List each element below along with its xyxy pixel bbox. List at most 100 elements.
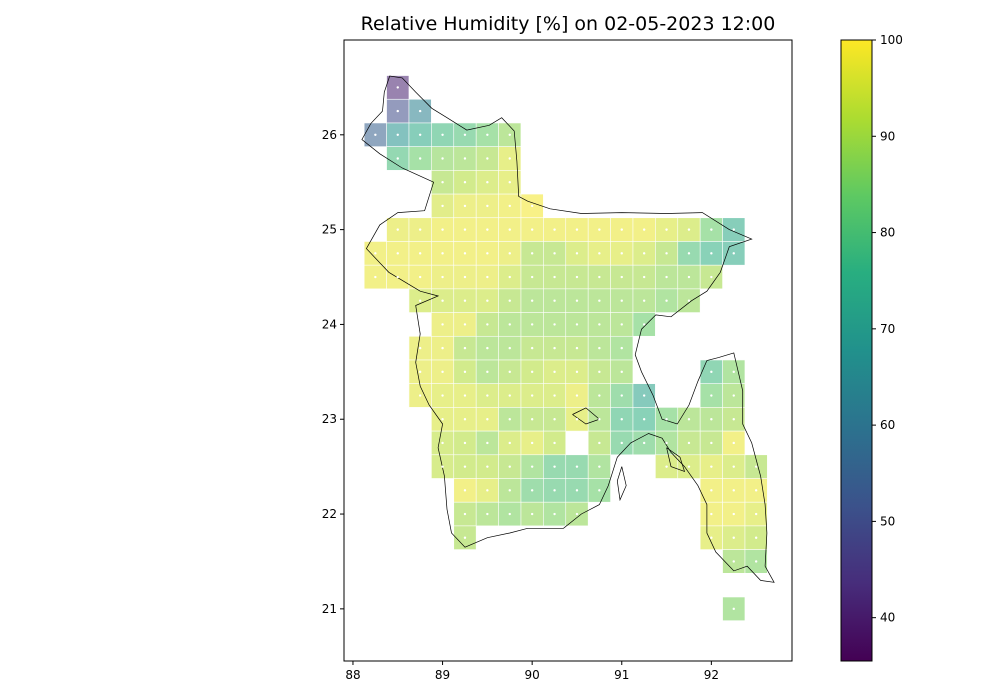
- grid-point: [710, 441, 713, 445]
- grid-point: [620, 394, 623, 397]
- grid-point: [710, 228, 713, 231]
- grid-point: [665, 299, 668, 302]
- grid-point: [620, 228, 623, 231]
- grid-point: [710, 465, 713, 468]
- grid-point: [508, 228, 511, 231]
- grid-point: [486, 252, 489, 255]
- grid-point: [553, 394, 556, 397]
- colorbar-frame: [840, 39, 873, 662]
- grid-point: [486, 346, 489, 350]
- grid-point: [687, 441, 691, 445]
- grid-point: [508, 370, 511, 374]
- grid-point: [553, 275, 556, 279]
- grid-point: [418, 370, 422, 374]
- grid-point: [486, 228, 489, 231]
- grid-point: [486, 465, 489, 468]
- colorbar-tick-label: 60: [880, 418, 895, 432]
- grid-point: [463, 394, 467, 397]
- grid-point: [508, 346, 511, 350]
- grid-point: [530, 275, 534, 279]
- grid-point: [486, 157, 489, 160]
- grid-point: [598, 465, 601, 468]
- grid-point: [553, 465, 556, 468]
- grid-point: [732, 560, 735, 563]
- colorbar-ticks: 40 50 60 70 80 90 100: [872, 33, 903, 625]
- grid-point: [441, 252, 444, 255]
- grid-point: [530, 512, 534, 516]
- grid-point: [418, 228, 422, 231]
- grid-point: [642, 418, 646, 421]
- grid-point: [441, 370, 444, 374]
- grid-point: [754, 536, 758, 539]
- grid-point: [620, 441, 623, 445]
- grid-point: [530, 465, 534, 468]
- grid-point: [508, 299, 511, 302]
- grid-point: [575, 228, 579, 231]
- grid-point: [530, 346, 534, 350]
- grid-point: [463, 228, 467, 231]
- grid-point: [732, 607, 735, 611]
- grid-point: [530, 323, 534, 326]
- x-tick-label: 88: [345, 668, 360, 682]
- grid-point: [463, 157, 467, 160]
- grid-point: [732, 441, 735, 445]
- map-area: [361, 75, 775, 622]
- grid-point: [642, 441, 646, 445]
- grid-point: [486, 299, 489, 302]
- grid-point: [553, 252, 556, 255]
- humidity-cells: [363, 75, 768, 622]
- grid-point: [665, 252, 668, 255]
- grid-point: [575, 299, 579, 302]
- grid-point: [418, 394, 422, 397]
- grid-point: [553, 370, 556, 374]
- grid-point: [553, 228, 556, 231]
- grid-point: [620, 275, 623, 279]
- grid-point: [396, 86, 399, 89]
- grid-point: [665, 418, 668, 421]
- grid-point: [486, 418, 489, 421]
- grid-point: [396, 133, 399, 137]
- grid-point: [642, 394, 646, 397]
- grid-point: [508, 323, 511, 326]
- grid-point: [710, 370, 713, 374]
- grid-point: [710, 252, 713, 255]
- grid-point: [508, 181, 511, 184]
- grid-point: [486, 181, 489, 184]
- grid-point: [598, 370, 601, 374]
- grid-point: [598, 275, 601, 279]
- grid-point: [575, 489, 579, 492]
- y-tick-label: 24: [322, 317, 337, 331]
- grid-point: [418, 299, 422, 302]
- grid-point: [575, 465, 579, 468]
- grid-point: [598, 441, 601, 445]
- grid-point: [463, 465, 467, 468]
- grid-point: [553, 512, 556, 516]
- grid-point: [530, 252, 534, 255]
- grid-point: [620, 323, 623, 326]
- grid-point: [732, 228, 735, 231]
- colorbar-tick-label: 80: [880, 226, 895, 240]
- grid-point: [642, 299, 646, 302]
- grid-point: [441, 323, 444, 326]
- grid-point: [441, 157, 444, 160]
- grid-point: [553, 299, 556, 302]
- coastline: [361, 75, 775, 583]
- coastline-path: [616, 466, 627, 502]
- grid-point: [665, 465, 668, 468]
- grid-point: [530, 299, 534, 302]
- grid-point: [508, 157, 511, 160]
- grid-point: [665, 228, 668, 231]
- x-axis: 88 89 90 91 92: [345, 661, 719, 682]
- axes-frame: [343, 39, 793, 662]
- grid-point: [530, 418, 534, 421]
- grid-point: [463, 181, 467, 184]
- grid-point: [530, 441, 534, 445]
- grid-point: [486, 489, 489, 492]
- grid-point: [486, 394, 489, 397]
- grid-point: [642, 252, 646, 255]
- grid-point: [687, 252, 691, 255]
- y-tick-label: 25: [322, 223, 337, 237]
- grid-point: [620, 299, 623, 302]
- x-tick-label: 91: [614, 668, 629, 682]
